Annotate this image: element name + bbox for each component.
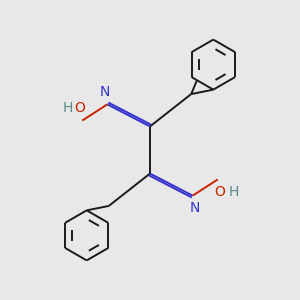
Text: H: H xyxy=(229,185,239,199)
Text: O: O xyxy=(74,101,86,115)
Text: N: N xyxy=(100,85,110,99)
Text: H: H xyxy=(62,101,73,115)
Text: O: O xyxy=(214,185,226,199)
Text: N: N xyxy=(190,201,200,215)
